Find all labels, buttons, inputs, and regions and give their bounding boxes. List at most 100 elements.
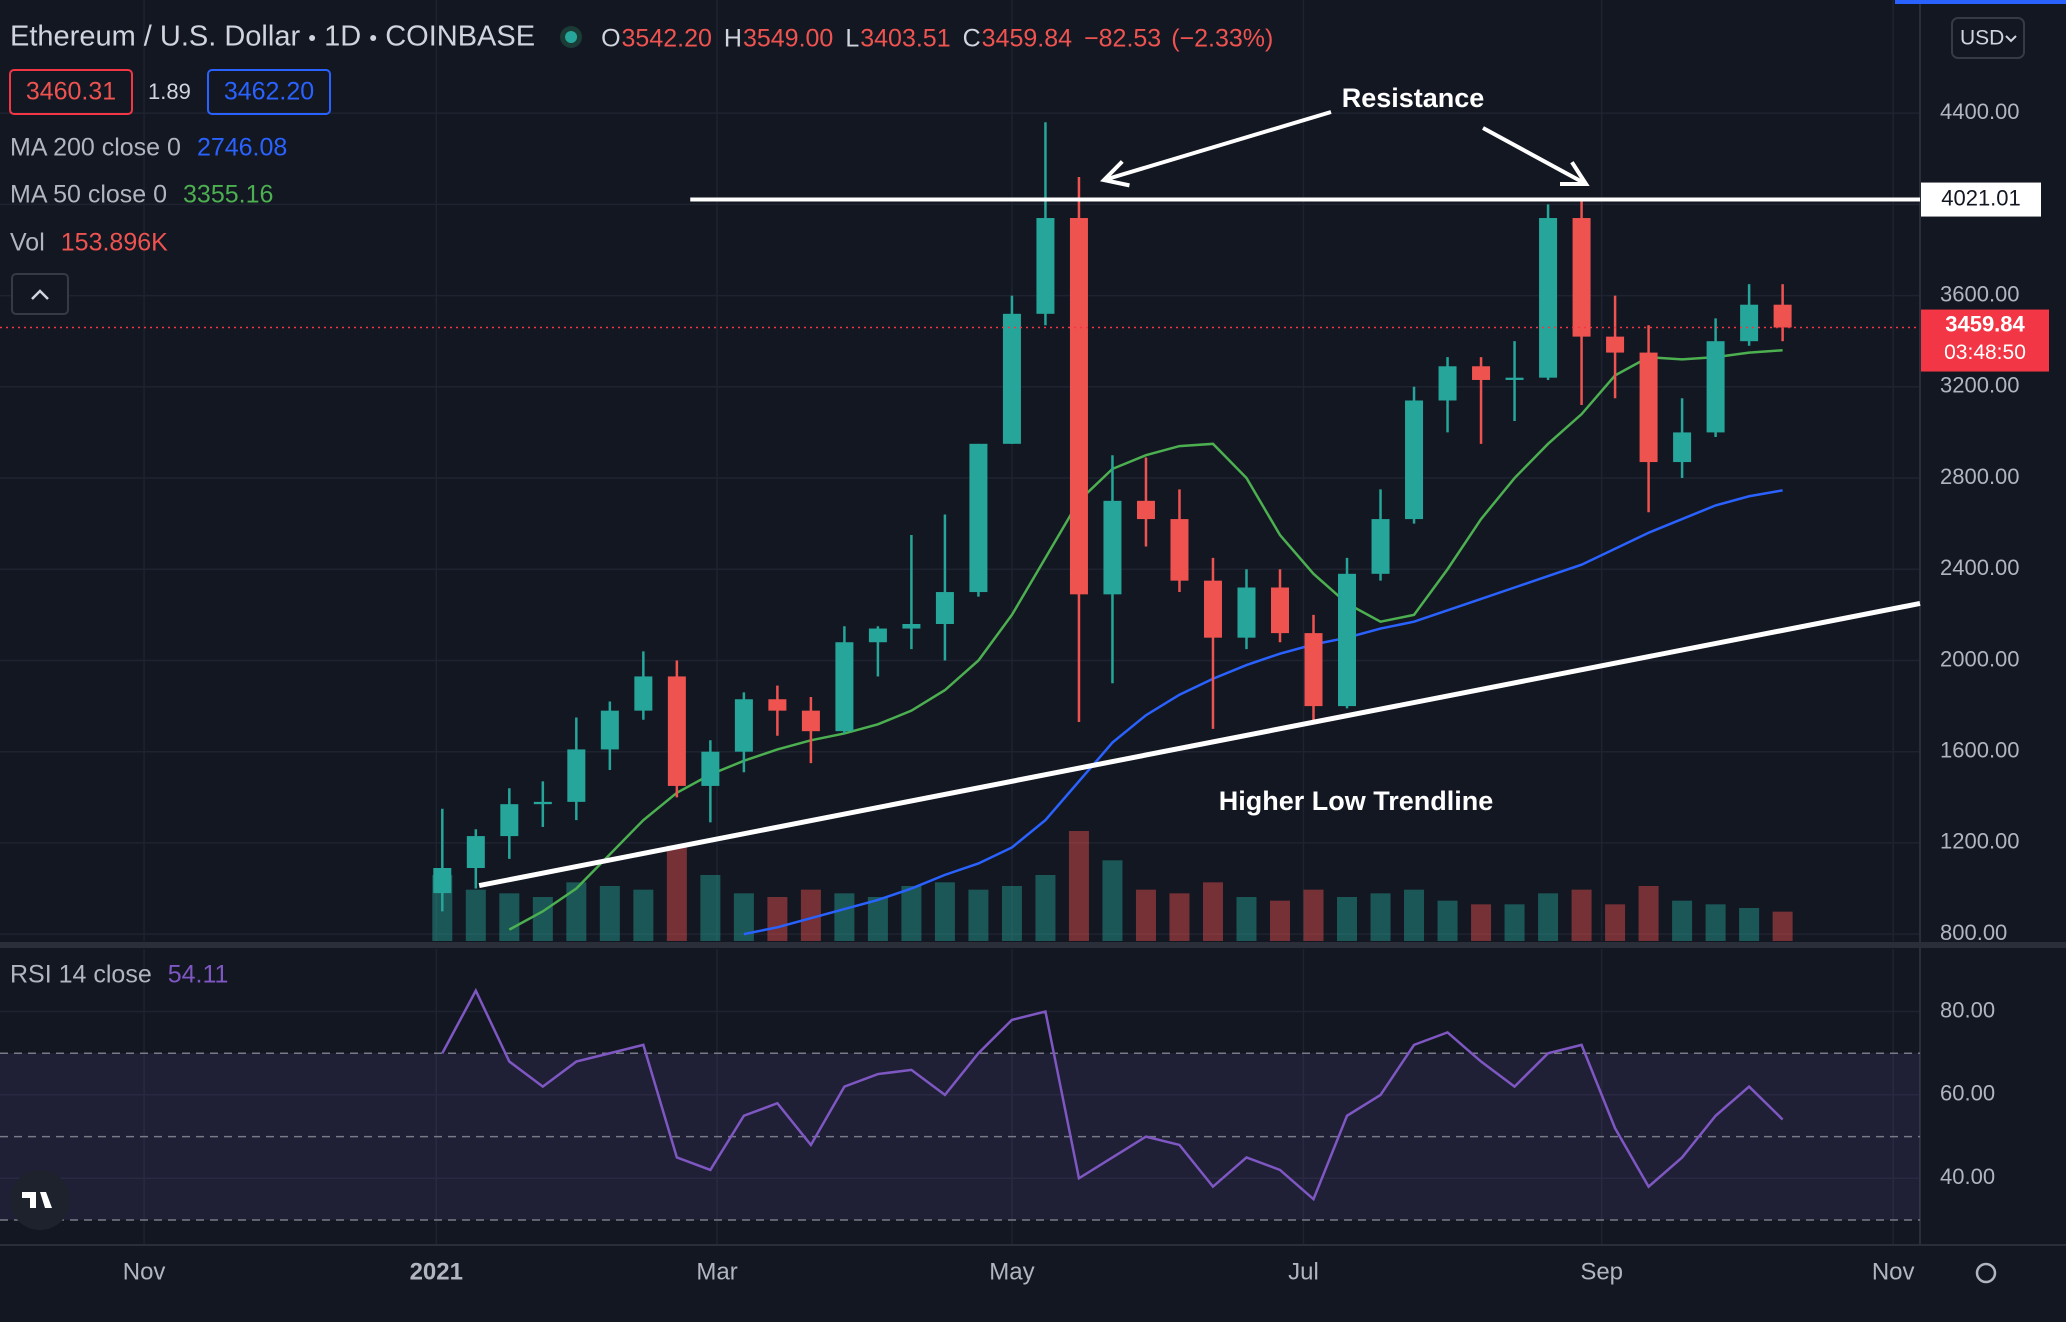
currency-button[interactable] [1951,17,2025,59]
spread: 1.89 [148,79,191,104]
volume-bar [767,897,788,941]
volume-bar [1672,900,1693,941]
candle-body [567,749,586,802]
volume-bar [1001,886,1022,941]
x-tick-label: Sep [1580,1258,1623,1285]
candle-body [1639,352,1658,463]
volume-bar [1337,897,1358,941]
candle-body [1472,366,1491,380]
volume-bar [599,886,620,941]
y-tick-label: 80.00 [1940,997,1995,1022]
quote-value: 3542.20 [622,25,712,53]
x-tick-label: Nov [123,1258,166,1285]
currency: USD [1960,27,2004,50]
y-tick-label: 60.00 [1940,1081,1995,1106]
candle-body [1136,500,1155,520]
candle-body [768,699,787,711]
volume-bar [1035,875,1056,941]
volume-bar [733,893,754,941]
volume-bar [1471,904,1492,941]
price-label-box [1921,182,2041,217]
volume-bar [1772,911,1793,941]
x-tick-label: Mar [696,1258,737,1285]
candle-body [600,710,619,750]
volume-bar [901,886,922,941]
moving-average-line [508,349,1783,931]
volume-bar [566,882,587,941]
rsi-line [441,987,1784,1202]
volume-bar [1404,889,1425,941]
candle-body [1572,218,1591,337]
candle-body [1203,580,1222,638]
volume-bar [1571,889,1592,941]
volume-bar [1739,908,1760,941]
volume-bar [1504,904,1525,941]
candle-body [667,676,686,786]
candle-body [701,751,720,786]
x-tick-label: Nov [1872,1258,1915,1285]
quote-name: L [845,25,859,53]
collapse-button[interactable] [11,273,69,315]
dropdown-icon [2005,35,2017,43]
quote-value: 3459.84 [982,25,1072,53]
countdown: 03:48:50 [1944,341,2026,364]
candle-body [1606,336,1625,353]
legend-text: 153.896K [61,229,168,257]
candle-body [500,804,519,837]
candle-body [1673,432,1692,463]
trendline [478,601,1921,889]
volume-bar [532,897,553,941]
volume-bar [633,889,654,941]
volume-bar [800,889,821,941]
price-label: 4021.01 [1941,185,2021,210]
volume-bar [1169,893,1190,941]
arrow-head [1559,161,1590,187]
legend-text: MA 50 close 0 [10,181,167,209]
volume-bar [1437,900,1458,941]
y-tick-label: 3600.00 [1940,281,2020,306]
volume-bar [1370,893,1391,941]
y-tick-label: 1200.00 [1940,829,2020,854]
volume-bar [1638,886,1659,941]
candle-body [868,628,887,643]
annotation: Higher Low Trendline [1219,786,1494,816]
candle-body [902,623,921,629]
y-tick-label: 4400.00 [1940,99,2020,124]
bid-box [9,69,133,115]
candle-body [1304,633,1323,707]
arrow [1482,126,1587,186]
candle-body [1036,218,1055,314]
volume-bar [1605,904,1626,941]
volume-bar [700,875,721,941]
volume-bar [499,893,520,941]
moving-average-line [743,489,1783,936]
logo [10,1170,70,1230]
candle-body [1170,519,1189,581]
candle-body [1002,313,1021,444]
settings-icon[interactable] [1975,1262,1997,1284]
candle-body [1505,377,1524,380]
candle-body [1237,587,1256,638]
candle-body [835,642,854,732]
candle-body [1405,400,1424,520]
collapse-icon [31,289,49,300]
quote-name: C [963,25,981,53]
quote-value: 3549.00 [743,25,833,53]
y-tick-label: 1600.00 [1940,738,2020,763]
y-tick-label: 2000.00 [1940,646,2020,671]
candle-body [634,676,653,711]
annotation: Resistance [1342,83,1485,113]
volume-bar [1135,889,1156,941]
candle-body [1706,341,1725,433]
change: −82.53 [1084,25,1161,53]
change-percent: (−2.33%) [1171,25,1273,53]
candle-body [1069,218,1088,595]
candle-body [1539,218,1558,378]
ask-box [207,69,331,115]
top-accent [1895,0,2066,4]
quote-value: 3403.51 [860,25,950,53]
y-tick-label: 3200.00 [1940,373,2020,398]
volume-bar [1270,900,1290,941]
